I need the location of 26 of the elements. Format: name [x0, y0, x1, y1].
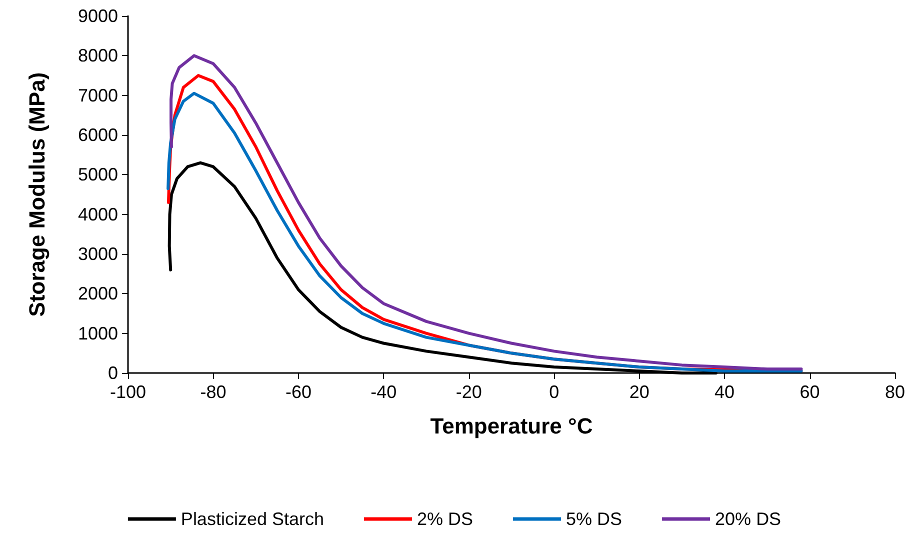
legend-label: 5% DS [566, 509, 622, 529]
y-tick-label: 5000 [78, 164, 118, 185]
y-tick-label: 9000 [78, 6, 118, 26]
x-tick-label: -60 [285, 382, 312, 402]
x-tick-label: -40 [370, 382, 397, 402]
y-tick-label: 0 [108, 363, 118, 383]
y-tick-label: 3000 [78, 244, 118, 264]
legend-label: 2% DS [416, 509, 474, 529]
x-tick-label: 60 [800, 382, 820, 402]
y-axis-title: Storage Modulus (MPa) [24, 72, 50, 317]
y-tick-label: 7000 [78, 85, 118, 106]
y-tick-label: 4000 [78, 204, 118, 224]
x-tick-label: 0 [549, 382, 560, 402]
legend-label: Plasticized Starch [180, 509, 324, 529]
legend-label: 20% DS [715, 509, 782, 529]
x-tick-label: 80 [884, 382, 906, 402]
y-tick-label: 6000 [78, 125, 118, 145]
x-tick-label: 40 [714, 382, 735, 402]
x-tick-label: -100 [110, 382, 146, 402]
x-axis-title: Temperature °C [430, 414, 593, 438]
y-tick-label: 2000 [78, 284, 118, 304]
x-tick-label: 20 [629, 382, 650, 402]
x-tick-label: -80 [200, 382, 226, 402]
y-tick-label: 8000 [78, 46, 118, 66]
x-tick-label: -20 [456, 382, 482, 402]
y-tick-label: 1000 [78, 323, 118, 344]
